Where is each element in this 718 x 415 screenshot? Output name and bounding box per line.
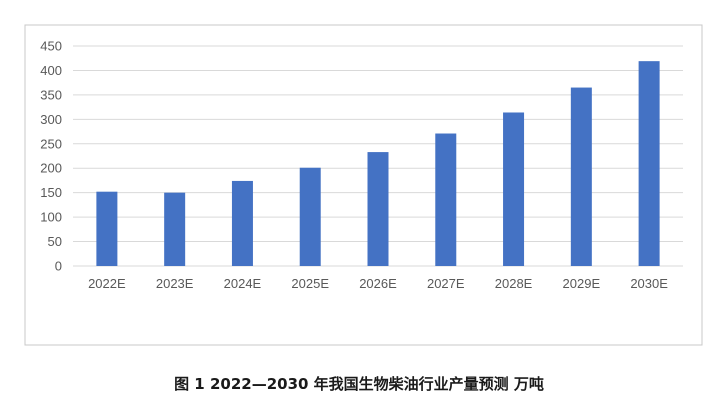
x-tick-label: 2022E	[88, 276, 126, 291]
bar-2026E	[367, 152, 389, 266]
chart-border	[24, 24, 703, 346]
y-tick-label: 450	[40, 39, 62, 54]
y-tick-label: 300	[40, 112, 62, 127]
x-tick-label: 2023E	[156, 276, 194, 291]
figure-caption: 图 1 2022—2030 年我国生物柴油行业产量预测 万吨	[174, 375, 544, 393]
bar-2027E	[435, 133, 457, 266]
bar-2022E	[96, 191, 118, 266]
x-tick-label: 2024E	[224, 276, 262, 291]
bar-2024E	[231, 180, 253, 266]
x-tick-label: 2027E	[427, 276, 465, 291]
bar-2023E	[164, 192, 186, 266]
x-tick-label: 2028E	[495, 276, 533, 291]
bar-2030E	[638, 61, 660, 267]
bar-2025E	[299, 167, 321, 266]
y-axis-ticks: 0 50 100 150 200 250 300 350 400 450	[40, 39, 62, 274]
y-tick-label: 50	[48, 234, 62, 249]
y-tick-label: 350	[40, 87, 62, 102]
bar-2028E	[503, 112, 525, 266]
y-tick-label: 250	[40, 136, 62, 151]
y-tick-label: 100	[40, 210, 62, 225]
x-tick-label: 2029E	[563, 276, 601, 291]
x-tick-label: 2030E	[630, 276, 668, 291]
x-tick-label: 2026E	[359, 276, 397, 291]
bars	[96, 61, 660, 267]
x-axis-ticks: 2022E 2023E 2024E 2025E 2026E 2027E 2028E 2029E…	[88, 276, 668, 291]
x-tick-label: 2025E	[291, 276, 329, 291]
bar-2029E	[570, 87, 592, 266]
y-tick-label: 0	[55, 259, 62, 274]
y-tick-label: 150	[40, 185, 62, 200]
y-tick-label: 400	[40, 63, 62, 78]
y-tick-label: 200	[40, 161, 62, 176]
